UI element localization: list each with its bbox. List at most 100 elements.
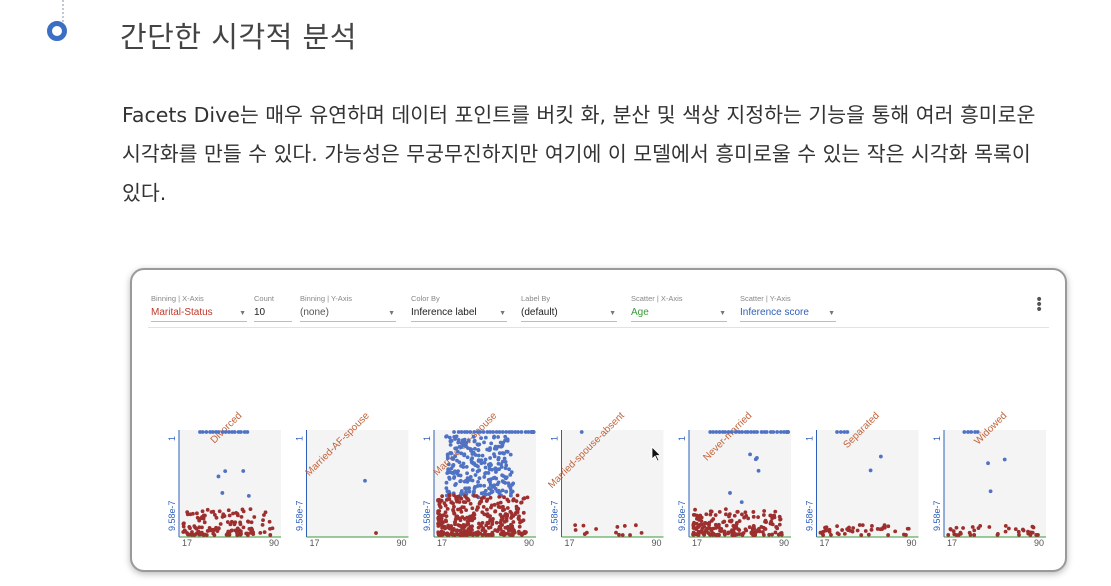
x-tick-label: 17 — [692, 538, 702, 548]
data-point — [483, 457, 488, 462]
data-point — [775, 526, 780, 531]
data-point — [202, 532, 207, 537]
data-point — [252, 515, 257, 519]
data-point — [702, 524, 707, 529]
data-point — [504, 430, 509, 434]
data-point — [711, 532, 715, 537]
data-point — [1036, 533, 1040, 537]
data-point — [498, 500, 503, 505]
data-point — [851, 526, 856, 530]
data-point — [970, 525, 975, 529]
data-point — [459, 509, 464, 514]
scatter-y-control[interactable]: Scatter | Y-Axis Inference score ▼ — [740, 294, 836, 322]
data-point — [197, 516, 201, 521]
data-point — [753, 533, 758, 537]
data-point — [204, 430, 209, 434]
data-point — [746, 516, 751, 521]
data-point — [183, 530, 188, 534]
data-point — [456, 430, 461, 434]
data-point — [472, 430, 477, 434]
binning-x-control[interactable]: Binning | X-Axis Marital-Status ▼ — [151, 294, 247, 322]
data-point — [740, 430, 745, 434]
data-point — [506, 481, 511, 486]
data-point — [500, 459, 505, 464]
data-point — [493, 466, 497, 471]
data-point — [821, 530, 825, 534]
data-point — [508, 452, 513, 457]
data-point — [946, 533, 951, 537]
y-tick-label: 9.58e-7 — [422, 500, 432, 531]
facet-plot-area — [179, 430, 281, 537]
label-by-control[interactable]: Label By (default) ▼ — [521, 294, 617, 322]
x-tick-label: 90 — [396, 538, 406, 548]
data-point — [497, 524, 502, 529]
data-point — [458, 532, 462, 537]
data-point — [195, 511, 199, 516]
data-point — [732, 513, 737, 518]
data-point — [478, 531, 482, 536]
data-point — [461, 532, 465, 537]
data-point — [713, 513, 718, 517]
data-point — [457, 500, 462, 504]
data-point — [620, 533, 625, 537]
data-point — [436, 509, 441, 514]
data-point — [200, 430, 205, 434]
data-point — [446, 525, 451, 530]
data-point — [893, 529, 898, 534]
data-point — [764, 430, 769, 434]
x-tick-label: 90 — [269, 538, 279, 548]
data-point — [508, 472, 513, 477]
data-point — [759, 430, 764, 434]
data-point — [479, 436, 483, 441]
data-point — [500, 473, 505, 478]
data-point — [445, 506, 450, 511]
data-point — [374, 531, 378, 535]
x-tick-label: 17 — [820, 538, 830, 548]
data-point — [868, 468, 873, 473]
data-point — [212, 512, 217, 517]
scatter-x-control[interactable]: Scatter | X-Axis Age ▼ — [631, 294, 727, 322]
data-point — [496, 435, 501, 439]
data-point — [465, 497, 470, 501]
data-point — [761, 533, 766, 537]
data-point — [458, 506, 463, 511]
data-point — [485, 430, 490, 434]
data-point — [821, 533, 825, 537]
data-point — [452, 475, 457, 479]
data-point — [457, 444, 462, 449]
data-point — [500, 440, 505, 445]
count-value: 10 — [254, 307, 266, 318]
count-control[interactable]: Count 10 — [254, 294, 292, 322]
data-point — [443, 510, 448, 515]
more-vert-icon[interactable]: • • • — [1035, 292, 1044, 318]
data-point — [736, 527, 741, 532]
data-point — [217, 509, 222, 514]
data-point — [270, 526, 275, 531]
data-point — [453, 454, 458, 459]
data-point — [447, 497, 452, 501]
data-point — [196, 529, 201, 534]
data-point — [530, 430, 534, 434]
data-point — [216, 474, 221, 479]
data-point — [717, 430, 722, 434]
data-point — [579, 430, 584, 434]
data-point — [466, 527, 471, 531]
data-point — [487, 448, 492, 453]
data-point — [756, 515, 760, 519]
data-point — [236, 527, 241, 532]
data-point — [262, 530, 267, 535]
data-point — [476, 480, 480, 484]
data-point — [517, 514, 521, 519]
facet-plot-area — [561, 430, 664, 537]
binning-y-control[interactable]: Binning | Y-Axis (none) ▼ — [300, 294, 396, 322]
data-point — [476, 447, 481, 452]
data-point — [753, 457, 758, 462]
data-point — [518, 520, 522, 525]
data-point — [1028, 533, 1033, 537]
data-point — [462, 452, 467, 457]
data-point — [902, 532, 906, 537]
y-tick-label: 1 — [422, 436, 432, 441]
color-by-control[interactable]: Color By Inference label ▼ — [411, 294, 507, 322]
data-point — [1016, 529, 1021, 534]
